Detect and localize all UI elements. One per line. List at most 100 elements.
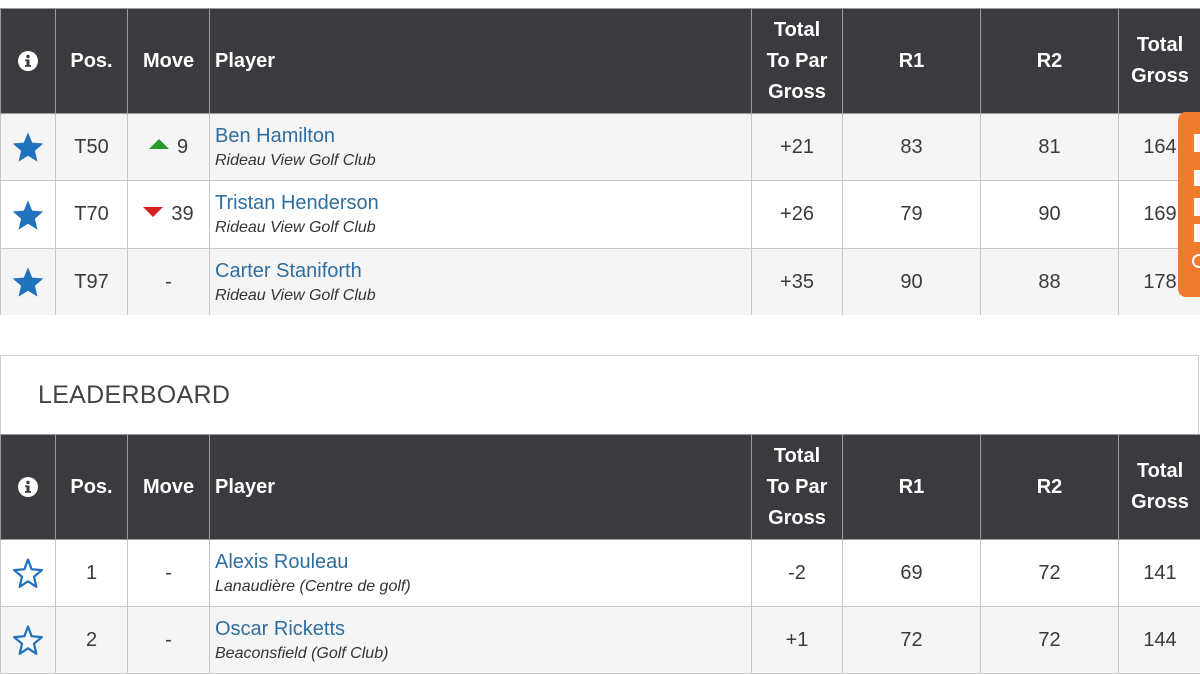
move-cell: 39 bbox=[128, 181, 210, 249]
r2-header[interactable]: R2 bbox=[981, 9, 1119, 114]
total-gross-header[interactable]: Total Gross bbox=[1119, 9, 1200, 114]
info-header[interactable] bbox=[1, 9, 56, 114]
r1-cell: 79 bbox=[843, 181, 981, 249]
favorite-star-button[interactable] bbox=[1, 540, 56, 607]
side-tab-mark bbox=[1194, 170, 1200, 186]
to-par-header-line3: Gross bbox=[768, 81, 826, 103]
r2-cell: 81 bbox=[981, 114, 1119, 181]
player-name-link[interactable]: Alexis Rouleau bbox=[215, 549, 751, 575]
info-circle-icon[interactable] bbox=[1, 477, 55, 497]
move-cell: - bbox=[128, 607, 210, 674]
to-par-header[interactable]: Total To Par Gross bbox=[752, 435, 843, 540]
triangle-down-icon bbox=[143, 207, 163, 217]
star-outline-icon[interactable] bbox=[1, 557, 55, 589]
pos-cell: T97 bbox=[56, 249, 128, 316]
player-club: Rideau View Golf Club bbox=[215, 150, 751, 172]
r2-header[interactable]: R2 bbox=[981, 435, 1119, 540]
total-gross-header-line2: Gross bbox=[1131, 65, 1189, 87]
total-gross-header-line2: Gross bbox=[1131, 491, 1189, 513]
total-gross-header-line1: Total bbox=[1137, 460, 1183, 482]
player-name-link[interactable]: Tristan Henderson bbox=[215, 190, 751, 216]
player-club: Rideau View Golf Club bbox=[215, 285, 751, 307]
leaderboard-title: LEADERBOARD bbox=[38, 381, 230, 410]
side-tab-mark bbox=[1194, 198, 1200, 216]
pos-header[interactable]: Pos. bbox=[56, 9, 128, 114]
star-outline-icon[interactable] bbox=[1, 624, 55, 656]
favorite-star-button[interactable] bbox=[1, 181, 56, 249]
r1-cell: 69 bbox=[843, 540, 981, 607]
pos-cell: 1 bbox=[56, 540, 128, 607]
pos-cell: T50 bbox=[56, 114, 128, 181]
r2-cell: 72 bbox=[981, 540, 1119, 607]
side-tab-circle-icon bbox=[1192, 254, 1200, 268]
to-par-cell: +21 bbox=[752, 114, 843, 181]
top-edge bbox=[0, 0, 1200, 8]
player-header[interactable]: Player bbox=[210, 435, 752, 540]
info-header[interactable] bbox=[1, 435, 56, 540]
feedback-side-tab[interactable] bbox=[1178, 112, 1200, 297]
to-par-header-line1: Total bbox=[774, 19, 820, 41]
player-club: Beaconsfield (Golf Club) bbox=[215, 643, 751, 665]
total-gross-cell: 144 bbox=[1119, 607, 1200, 674]
move-cell: - bbox=[128, 540, 210, 607]
leaderboard-title-panel: LEADERBOARD bbox=[0, 355, 1199, 434]
star-filled-icon[interactable] bbox=[1, 199, 55, 231]
to-par-header-line2: To Par bbox=[767, 476, 828, 498]
move-cell: 9 bbox=[128, 114, 210, 181]
move-cell: - bbox=[128, 249, 210, 316]
to-par-cell: +1 bbox=[752, 607, 843, 674]
player-name-link[interactable]: Ben Hamilton bbox=[215, 123, 751, 149]
r1-cell: 83 bbox=[843, 114, 981, 181]
triangle-up-icon bbox=[149, 139, 169, 149]
player-name-link[interactable]: Carter Staniforth bbox=[215, 258, 751, 284]
r2-cell: 72 bbox=[981, 607, 1119, 674]
r2-cell: 88 bbox=[981, 249, 1119, 316]
total-gross-header[interactable]: Total Gross bbox=[1119, 435, 1200, 540]
pos-cell: T70 bbox=[56, 181, 128, 249]
favorite-star-button[interactable] bbox=[1, 249, 56, 316]
player-name-link[interactable]: Oscar Ricketts bbox=[215, 616, 751, 642]
to-par-cell: +26 bbox=[752, 181, 843, 249]
move-header[interactable]: Move bbox=[128, 435, 210, 540]
move-value: 9 bbox=[177, 136, 188, 158]
pos-cell: 2 bbox=[56, 607, 128, 674]
section-spacer bbox=[0, 315, 1200, 355]
player-club: Rideau View Golf Club bbox=[215, 217, 751, 239]
to-par-header-line2: To Par bbox=[767, 50, 828, 72]
to-par-header-line3: Gross bbox=[768, 507, 826, 529]
to-par-cell: -2 bbox=[752, 540, 843, 607]
favorite-star-button[interactable] bbox=[1, 114, 56, 181]
favorite-star-button[interactable] bbox=[1, 607, 56, 674]
move-header[interactable]: Move bbox=[128, 9, 210, 114]
to-par-cell: +35 bbox=[752, 249, 843, 316]
r2-cell: 90 bbox=[981, 181, 1119, 249]
r1-header[interactable]: R1 bbox=[843, 9, 981, 114]
pos-header[interactable]: Pos. bbox=[56, 435, 128, 540]
move-value: 39 bbox=[171, 203, 193, 225]
r1-cell: 90 bbox=[843, 249, 981, 316]
star-filled-icon[interactable] bbox=[1, 131, 55, 163]
player-header[interactable]: Player bbox=[210, 9, 752, 114]
total-gross-cell: 141 bbox=[1119, 540, 1200, 607]
side-tab-mark bbox=[1194, 134, 1200, 152]
to-par-header-line1: Total bbox=[774, 445, 820, 467]
star-filled-icon[interactable] bbox=[1, 266, 55, 298]
total-gross-header-line1: Total bbox=[1137, 34, 1183, 56]
player-club: Lanaudière (Centre de golf) bbox=[215, 576, 751, 598]
to-par-header[interactable]: Total To Par Gross bbox=[752, 9, 843, 114]
info-circle-icon[interactable] bbox=[1, 51, 55, 71]
r1-header[interactable]: R1 bbox=[843, 435, 981, 540]
